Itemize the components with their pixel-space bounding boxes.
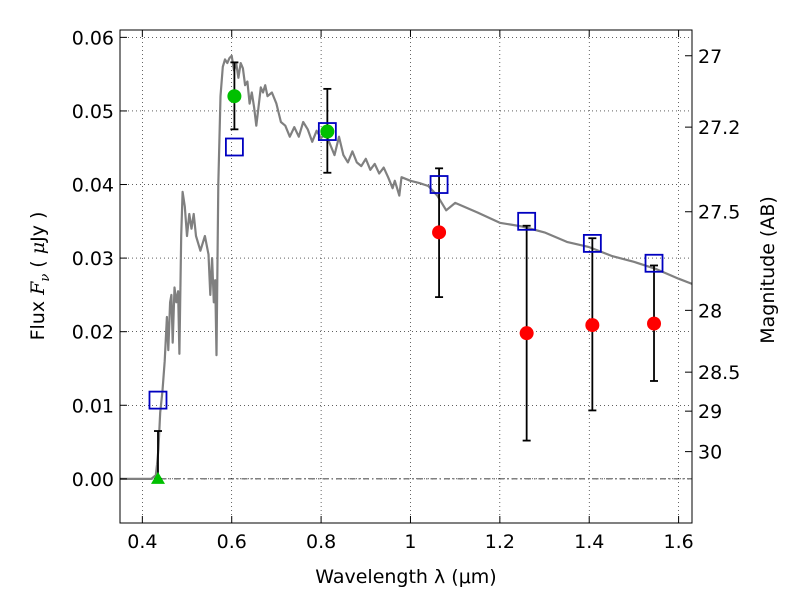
- observed-point: [585, 318, 600, 333]
- observed-point: [519, 326, 534, 341]
- y-tick-label: 0.05: [72, 101, 114, 123]
- x-tick-label: 0.4: [127, 531, 157, 553]
- x-tick-label: 0.8: [306, 531, 336, 553]
- right-tick-label: 28.5: [698, 362, 740, 384]
- observed-point: [320, 124, 335, 139]
- y-tick-label: 0.06: [72, 27, 114, 49]
- x-axis-ticks: 0.4 0.6 0.8 1 1.2 1.4 1.6: [127, 30, 694, 553]
- right-tick-label: 27.5: [698, 202, 740, 224]
- data-markers: [148, 89, 664, 484]
- x-tick-label: 0.6: [217, 531, 247, 553]
- right-tick-label: 29: [698, 401, 722, 423]
- right-tick-label: 27.2: [698, 117, 740, 139]
- observed-point: [227, 89, 242, 104]
- right-axis-ticks: 27 27.2 27.5 28 28.5 29 30: [685, 46, 740, 464]
- model-photometry-point: [644, 253, 664, 273]
- y-axis-label: Flux Fν ( μJy ): [27, 212, 53, 341]
- plot-frame: [119, 29, 693, 524]
- model-photometry-point: [317, 122, 337, 141]
- x-tick-label: 1.2: [485, 531, 515, 553]
- y-tick-label: 0.02: [72, 322, 114, 344]
- y-tick-label: 0.00: [72, 469, 114, 491]
- x-tick-label: 1: [404, 531, 416, 553]
- x-tick-label: 1.6: [663, 531, 693, 553]
- right-tick-label: 30: [698, 442, 722, 464]
- model-photometry-point: [517, 211, 537, 231]
- x-tick-label: 1.4: [574, 531, 604, 553]
- y-tick-label: 0.04: [72, 175, 114, 197]
- y-tick-label: 0.03: [72, 248, 114, 270]
- model-photometry-point: [224, 137, 244, 157]
- model-photometry-point: [148, 390, 168, 410]
- right-tick-label: 28: [698, 300, 722, 322]
- observed-point: [432, 225, 447, 240]
- plot-area: [120, 30, 692, 523]
- right-tick-label: 27: [698, 46, 722, 68]
- upper-limit-point: [150, 471, 165, 484]
- model-photometry-point: [582, 233, 602, 253]
- model-spectrum-line: [120, 54, 693, 480]
- model-photometry-point: [429, 175, 449, 194]
- y-tick-label: 0.01: [72, 395, 114, 417]
- observed-point: [647, 316, 662, 331]
- right-axis-label: Magnitude (AB): [757, 196, 779, 344]
- x-axis-label: Wavelength λ (μm): [315, 566, 496, 588]
- y-axis-ticks: 0.00 0.01 0.02 0.03 0.04 0.05 0.06: [72, 27, 127, 491]
